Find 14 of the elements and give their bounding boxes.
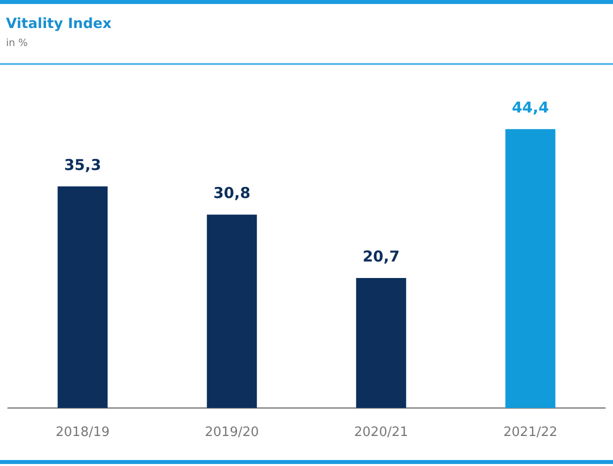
x-tick-label: 2018/19 (56, 425, 110, 440)
data-label: 20,7 (362, 248, 400, 266)
bar (505, 129, 556, 408)
bar (356, 278, 406, 408)
bar (58, 186, 108, 408)
data-label: 44,4 (512, 98, 549, 117)
data-label: 30,8 (213, 184, 250, 202)
chart-title: Vitality Index (6, 16, 112, 32)
x-tick-label: 2019/20 (204, 425, 259, 440)
x-tick-label: 2021/22 (503, 425, 558, 440)
chart-subtitle: in % (6, 38, 28, 49)
bar (206, 214, 257, 408)
x-tick-label: 2020/21 (354, 425, 408, 440)
data-label: 35,3 (64, 156, 102, 174)
